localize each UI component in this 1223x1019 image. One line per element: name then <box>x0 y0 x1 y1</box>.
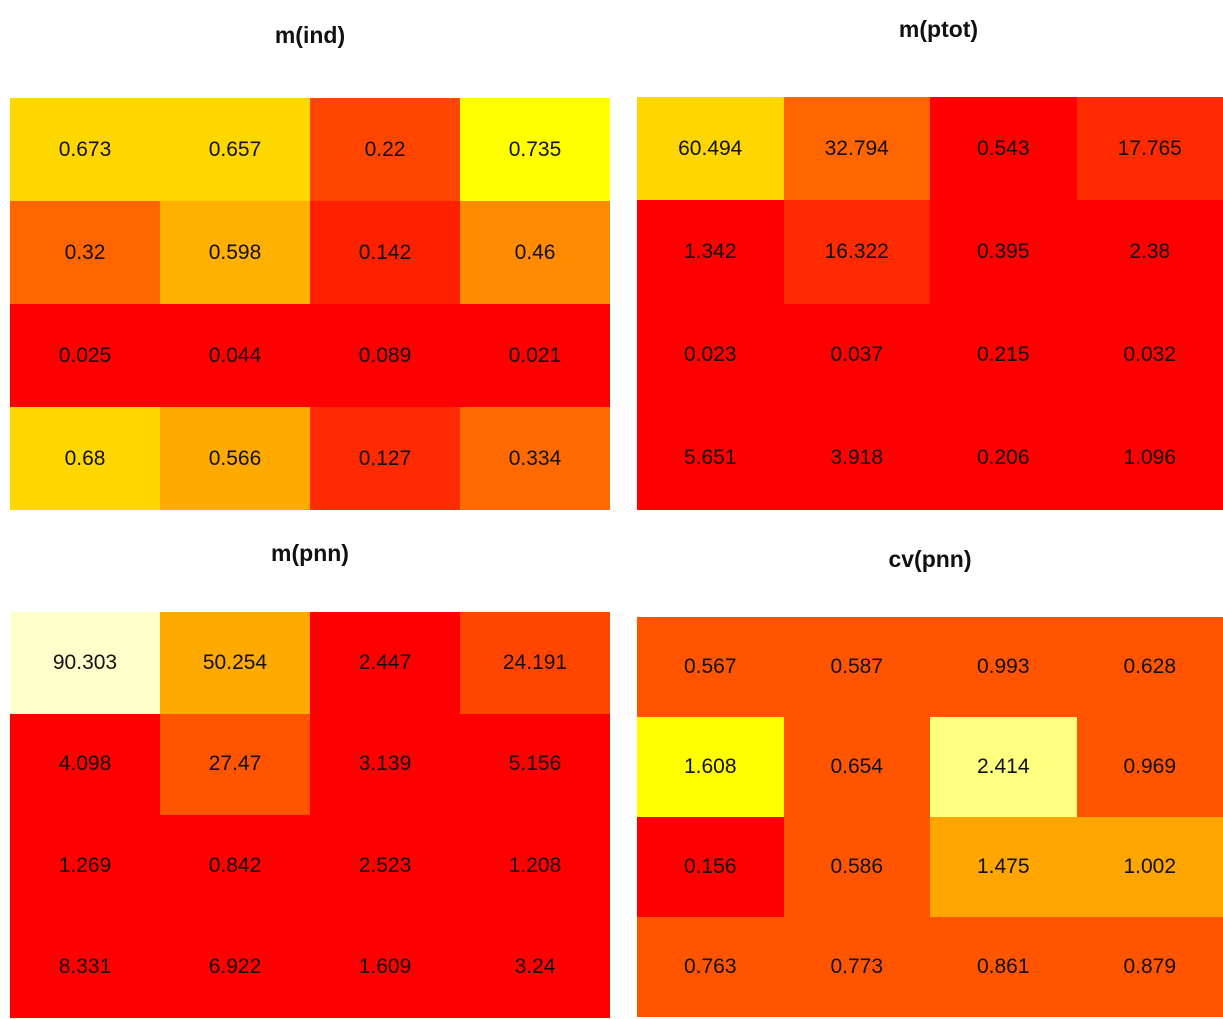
heatmap-cell: 17.765 <box>1076 97 1223 201</box>
chart-title: m(ptot) <box>898 16 979 42</box>
heatmap-cell: 0.089 <box>310 304 460 407</box>
heatmap-cell: 60.494 <box>637 97 784 201</box>
heatmap-cell: 0.673 <box>10 98 160 201</box>
heatmap-cell: 6.922 <box>160 916 310 1018</box>
heatmap-grid: 60.494 32.794 0.543 17.765 1.342 16.322 0.395 2… <box>637 97 1223 510</box>
heatmap-cell: 0.22 <box>310 98 460 201</box>
heatmap-cell: 1.002 <box>1076 817 1223 917</box>
heatmap-cell: 0.735 <box>460 98 610 201</box>
chart-title: cv(pnn) <box>888 546 972 572</box>
heatmap-cell: 4.098 <box>10 713 160 815</box>
heatmap-grid: 0.567 0.587 0.993 0.628 1.608 0.654 2.414 0.969… <box>637 617 1223 1017</box>
heatmap-cell: 27.47 <box>160 713 310 815</box>
heatmap-cell: 2.414 <box>930 717 1077 817</box>
heatmap-cell: 0.628 <box>1076 617 1223 717</box>
heatmap-cell: 90.303 <box>10 612 160 714</box>
heatmap-grid: 90.303 50.254 2.447 24.191 4.098 27.47 3.139 5.… <box>10 612 610 1018</box>
heatmap-cell: 0.587 <box>783 617 930 717</box>
heatmap-cell: 1.475 <box>930 817 1077 917</box>
heatmap-cell: 5.651 <box>637 406 784 510</box>
heatmap-cell: 5.156 <box>460 713 610 815</box>
heatmap-panel-m-ptot: m(ptot) 60.494 32.794 0.543 17.765 1.342 16.3… <box>637 0 1223 512</box>
heatmap-cell: 0.156 <box>637 817 784 917</box>
heatmap-cell: 2.38 <box>1076 200 1223 304</box>
heatmap-cell: 1.096 <box>1076 406 1223 510</box>
heatmap-cell: 2.447 <box>310 612 460 714</box>
heatmap-cell: 0.68 <box>10 407 160 510</box>
heatmap-cell: 0.654 <box>783 717 930 817</box>
heatmap-cell: 0.395 <box>930 200 1077 304</box>
chart-title: m(ind) <box>274 22 346 48</box>
heatmap-cell: 0.32 <box>10 201 160 304</box>
heatmap-cell: 0.993 <box>930 617 1077 717</box>
heatmap-cell: 0.021 <box>460 304 610 407</box>
heatmap-cell: 0.142 <box>310 201 460 304</box>
heatmap-cell: 0.334 <box>460 407 610 510</box>
heatmap-cell: 8.331 <box>10 916 160 1018</box>
heatmap-cell: 16.322 <box>783 200 930 304</box>
heatmap-cell: 0.206 <box>930 406 1077 510</box>
heatmap-cell: 3.24 <box>460 916 610 1018</box>
heatmap-cell: 1.609 <box>310 916 460 1018</box>
heatmap-cell: 1.208 <box>460 815 610 917</box>
heatmap-cell: 0.773 <box>783 917 930 1017</box>
heatmap-cell: 0.879 <box>1076 917 1223 1017</box>
heatmap-cell: 1.342 <box>637 200 784 304</box>
heatmap-cell: 0.037 <box>783 303 930 407</box>
heatmap-cell: 1.269 <box>10 815 160 917</box>
heatmap-cell: 0.763 <box>637 917 784 1017</box>
heatmap-cell: 0.566 <box>160 407 310 510</box>
heatmap-cell: 0.023 <box>637 303 784 407</box>
heatmap-panel-m-pnn: m(pnn) 90.303 50.254 2.447 24.191 4.098 27.47… <box>10 520 610 1019</box>
heatmap-panel-cv-pnn: cv(pnn) 0.567 0.587 0.993 0.628 1.608 0.654 2.… <box>637 520 1223 1019</box>
heatmap-cell: 0.032 <box>1076 303 1223 407</box>
heatmap-cell: 0.969 <box>1076 717 1223 817</box>
heatmap-cell: 0.46 <box>460 201 610 304</box>
chart-title: m(pnn) <box>271 540 349 566</box>
heatmap-cell: 0.586 <box>783 817 930 917</box>
heatmap-cell: 0.567 <box>637 617 784 717</box>
heatmap-cell: 0.044 <box>160 304 310 407</box>
heatmap-cell: 32.794 <box>783 97 930 201</box>
heatmap-cell: 0.127 <box>310 407 460 510</box>
heatmap-cell: 0.598 <box>160 201 310 304</box>
heatmap-cell: 50.254 <box>160 612 310 714</box>
heatmap-cell: 0.861 <box>930 917 1077 1017</box>
heatmap-cell: 3.918 <box>783 406 930 510</box>
heatmap-cell: 2.523 <box>310 815 460 917</box>
heatmap-panel-m-ind: m(ind) 0.673 0.657 0.22 0.735 0.32 0.598 0.142… <box>10 0 610 512</box>
heatmap-cell: 24.191 <box>460 612 610 714</box>
heatmap-cell: 0.657 <box>160 98 310 201</box>
heatmap-grid: 0.673 0.657 0.22 0.735 0.32 0.598 0.142 0.46 0.0… <box>10 98 610 510</box>
heatmap-cell: 0.543 <box>930 97 1077 201</box>
heatmap-cell: 0.025 <box>10 304 160 407</box>
heatmap-cell: 0.215 <box>930 303 1077 407</box>
heatmap-cell: 3.139 <box>310 713 460 815</box>
heatmap-cell: 0.842 <box>160 815 310 917</box>
heatmap-cell: 1.608 <box>637 717 784 817</box>
